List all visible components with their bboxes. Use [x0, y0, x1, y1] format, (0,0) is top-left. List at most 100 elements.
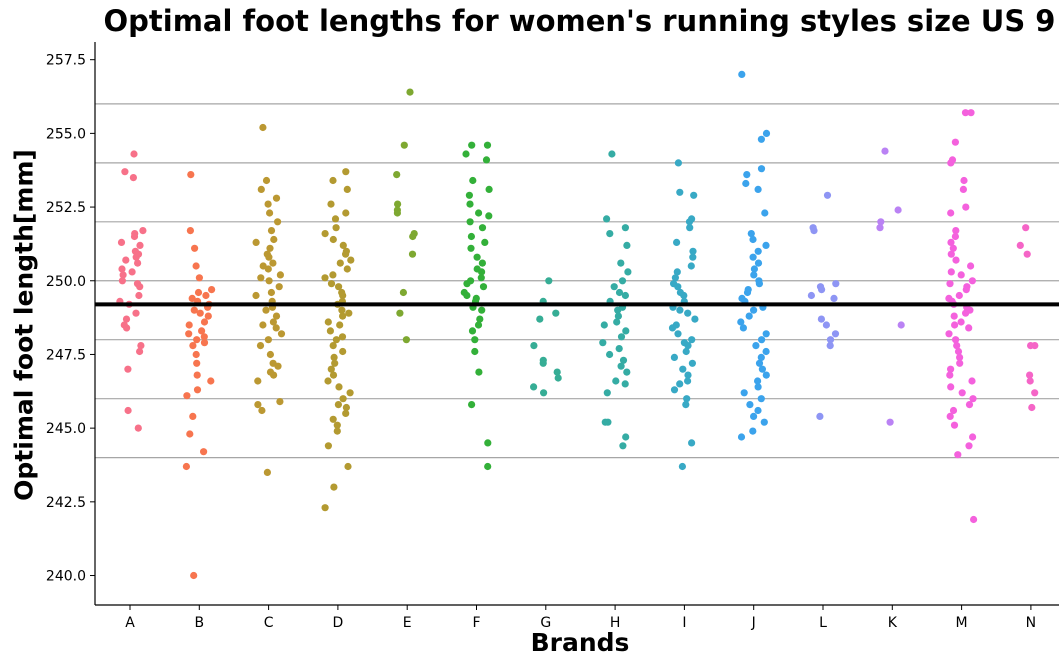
- data-point-F: [468, 401, 476, 409]
- data-point-N: [1016, 241, 1024, 249]
- data-point-J: [745, 312, 753, 320]
- data-point-M: [961, 109, 970, 117]
- data-point-A: [134, 259, 142, 267]
- data-point-M: [949, 406, 958, 415]
- data-point-C: [257, 274, 265, 282]
- data-point-J: [754, 377, 762, 385]
- data-points: [116, 70, 1039, 580]
- data-point-B: [193, 336, 201, 344]
- data-point-H: [612, 377, 620, 385]
- data-point-A: [137, 342, 145, 350]
- data-point-M: [967, 262, 975, 270]
- data-point-H: [619, 356, 628, 364]
- data-point-I: [676, 380, 684, 388]
- data-point-M: [947, 159, 955, 167]
- data-point-F: [485, 185, 493, 193]
- data-point-D: [329, 342, 337, 350]
- data-point-D: [329, 415, 337, 423]
- data-point-F: [476, 315, 484, 323]
- data-point-F: [474, 321, 483, 329]
- data-point-K: [876, 224, 884, 232]
- data-point-C: [259, 321, 267, 329]
- data-point-M: [957, 318, 965, 326]
- data-point-L: [817, 315, 826, 323]
- data-point-M: [967, 109, 975, 117]
- data-point-E: [396, 309, 404, 317]
- data-point-H: [604, 418, 612, 426]
- data-point-L: [807, 291, 816, 300]
- data-point-D: [331, 359, 339, 367]
- data-point-B: [185, 321, 193, 329]
- data-point-M: [946, 371, 954, 379]
- data-point-H: [623, 241, 631, 249]
- data-point-J: [746, 401, 754, 409]
- data-point-H: [615, 288, 624, 297]
- data-point-F: [481, 238, 489, 246]
- data-point-J: [747, 230, 755, 238]
- data-point-B: [200, 333, 208, 341]
- data-point-D: [342, 403, 350, 412]
- data-point-M: [956, 359, 964, 367]
- data-point-D: [327, 280, 336, 288]
- data-point-J: [740, 389, 748, 397]
- data-point-I: [679, 365, 687, 373]
- data-point-I: [674, 283, 682, 291]
- data-point-D: [330, 483, 338, 491]
- data-point-A: [118, 265, 126, 273]
- data-point-E: [399, 288, 407, 297]
- data-point-C: [270, 371, 278, 379]
- data-point-B: [193, 371, 201, 379]
- data-point-M: [947, 268, 955, 276]
- data-point-M: [951, 321, 959, 329]
- data-point-A: [136, 347, 144, 356]
- data-point-D: [342, 209, 350, 217]
- data-point-I: [683, 395, 691, 403]
- data-point-H: [606, 350, 614, 359]
- data-point-A: [130, 232, 139, 241]
- data-point-M: [952, 256, 960, 264]
- data-point-D: [326, 327, 334, 335]
- data-point-D: [345, 309, 353, 317]
- data-point-D: [329, 176, 337, 185]
- y-tick-label: 257.5: [46, 53, 86, 69]
- data-point-M: [965, 442, 973, 450]
- data-point-D: [329, 371, 338, 379]
- data-point-H: [599, 339, 607, 347]
- data-point-B: [198, 327, 206, 335]
- data-point-L: [823, 191, 832, 199]
- data-point-F: [467, 244, 475, 252]
- data-point-J: [761, 209, 769, 217]
- data-point-G: [552, 309, 560, 317]
- data-point-I: [688, 359, 697, 367]
- data-point-C: [272, 312, 281, 320]
- data-point-D: [327, 365, 335, 373]
- data-point-B: [193, 386, 202, 394]
- data-point-C: [265, 277, 273, 285]
- data-point-I: [678, 462, 687, 471]
- data-point-H: [621, 224, 630, 232]
- data-point-B: [186, 430, 194, 438]
- data-point-H: [614, 306, 622, 314]
- data-point-D: [333, 421, 341, 429]
- data-point-B: [195, 274, 203, 282]
- data-point-D: [346, 389, 354, 397]
- data-point-C: [258, 406, 266, 415]
- data-point-B: [191, 244, 199, 252]
- data-point-N: [1027, 342, 1035, 350]
- data-point-B: [204, 312, 212, 320]
- y-tick-label: 240.0: [46, 569, 86, 585]
- data-point-I: [684, 371, 692, 379]
- data-point-N: [1031, 389, 1039, 397]
- data-point-J: [749, 235, 757, 244]
- data-point-J: [754, 259, 763, 267]
- data-point-I: [680, 291, 688, 300]
- data-point-F: [468, 141, 476, 149]
- data-point-F: [462, 150, 470, 158]
- data-point-D: [342, 409, 350, 417]
- data-point-I: [671, 274, 680, 282]
- data-point-D: [332, 336, 340, 344]
- data-point-A: [136, 241, 144, 249]
- data-point-I: [673, 268, 681, 276]
- data-point-J: [743, 288, 752, 297]
